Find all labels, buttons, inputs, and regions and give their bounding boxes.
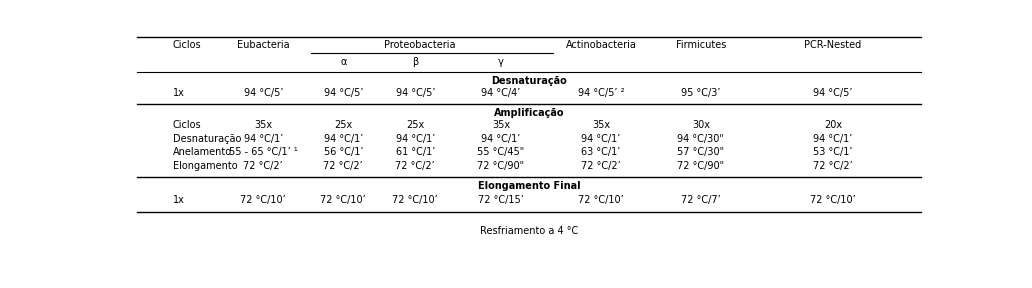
Text: 57 °C/30": 57 °C/30"	[677, 147, 724, 157]
Text: Eubacteria: Eubacteria	[237, 39, 290, 50]
Text: Anelamento: Anelamento	[173, 147, 232, 157]
Text: Elongamento Final: Elongamento Final	[478, 181, 580, 191]
Text: 72 °C/10’: 72 °C/10’	[810, 195, 856, 205]
Text: Elongamento: Elongamento	[173, 161, 237, 171]
Text: 94 °C/5’: 94 °C/5’	[395, 88, 436, 98]
Text: α: α	[341, 56, 347, 67]
Text: β: β	[412, 56, 418, 67]
Text: 35x: 35x	[492, 120, 510, 130]
Text: 94 °C/5’: 94 °C/5’	[324, 88, 363, 98]
Text: 94 °C/1’: 94 °C/1’	[395, 134, 436, 143]
Text: γ: γ	[498, 56, 504, 67]
Text: 72 °C/10’: 72 °C/10’	[240, 195, 286, 205]
Text: 94 °C/1’: 94 °C/1’	[244, 134, 283, 143]
Text: 35x: 35x	[591, 120, 610, 130]
Text: 94 °C/5’: 94 °C/5’	[244, 88, 283, 98]
Text: Resfriamento a 4 °C: Resfriamento a 4 °C	[480, 226, 578, 236]
Text: 94 °C/30": 94 °C/30"	[677, 134, 724, 143]
Text: 72 °C/2’: 72 °C/2’	[323, 161, 363, 171]
Text: 94 °C/5’: 94 °C/5’	[813, 88, 852, 98]
Text: 72 °C/15’: 72 °C/15’	[478, 195, 524, 205]
Text: Firmicutes: Firmicutes	[676, 39, 727, 50]
Text: 94 °C/1’: 94 °C/1’	[324, 134, 363, 143]
Text: 1x: 1x	[173, 88, 185, 98]
Text: 72 °C/2’: 72 °C/2’	[581, 161, 621, 171]
Text: 72 °C/90": 72 °C/90"	[478, 161, 524, 171]
Text: 56 °C/1’: 56 °C/1’	[324, 147, 363, 157]
Text: Amplificação: Amplificação	[493, 108, 565, 118]
Text: 55 - 65 °C/1’ ¹: 55 - 65 °C/1’ ¹	[229, 147, 298, 157]
Text: 94 °C/1’: 94 °C/1’	[581, 134, 620, 143]
Text: 94 °C/5’ ²: 94 °C/5’ ²	[578, 88, 624, 98]
Text: 1x: 1x	[173, 195, 185, 205]
Text: 72 °C/90": 72 °C/90"	[677, 161, 724, 171]
Text: 63 °C/1’: 63 °C/1’	[581, 147, 620, 157]
Text: 35x: 35x	[254, 120, 272, 130]
Text: 94 °C/4’: 94 °C/4’	[481, 88, 520, 98]
Text: 25x: 25x	[334, 120, 353, 130]
Text: 72 °C/2’: 72 °C/2’	[395, 161, 436, 171]
Text: Ciclos: Ciclos	[173, 120, 201, 130]
Text: 25x: 25x	[407, 120, 424, 130]
Text: 55 °C/45": 55 °C/45"	[477, 147, 524, 157]
Text: 72 °C/2’: 72 °C/2’	[813, 161, 852, 171]
Text: 94 °C/1’: 94 °C/1’	[813, 134, 852, 143]
Text: 61 °C/1’: 61 °C/1’	[395, 147, 436, 157]
Text: Actinobacteria: Actinobacteria	[566, 39, 637, 50]
Text: 30x: 30x	[691, 120, 710, 130]
Text: 72 °C/7’: 72 °C/7’	[681, 195, 720, 205]
Text: Ciclos: Ciclos	[173, 39, 201, 50]
Text: Proteobacteria: Proteobacteria	[384, 39, 455, 50]
Text: 94 °C/1’: 94 °C/1’	[481, 134, 520, 143]
Text: 95 °C/3’: 95 °C/3’	[681, 88, 720, 98]
Text: 72 °C/2’: 72 °C/2’	[244, 161, 283, 171]
Text: Desnaturação: Desnaturação	[491, 76, 567, 86]
Text: 53 °C/1’: 53 °C/1’	[813, 147, 852, 157]
Text: PCR-Nested: PCR-Nested	[804, 39, 862, 50]
Text: 20x: 20x	[824, 120, 842, 130]
Text: 72 °C/10’: 72 °C/10’	[392, 195, 439, 205]
Text: Desnaturação: Desnaturação	[173, 134, 241, 143]
Text: 72 °C/10’: 72 °C/10’	[578, 195, 623, 205]
Text: 72 °C/10’: 72 °C/10’	[321, 195, 366, 205]
